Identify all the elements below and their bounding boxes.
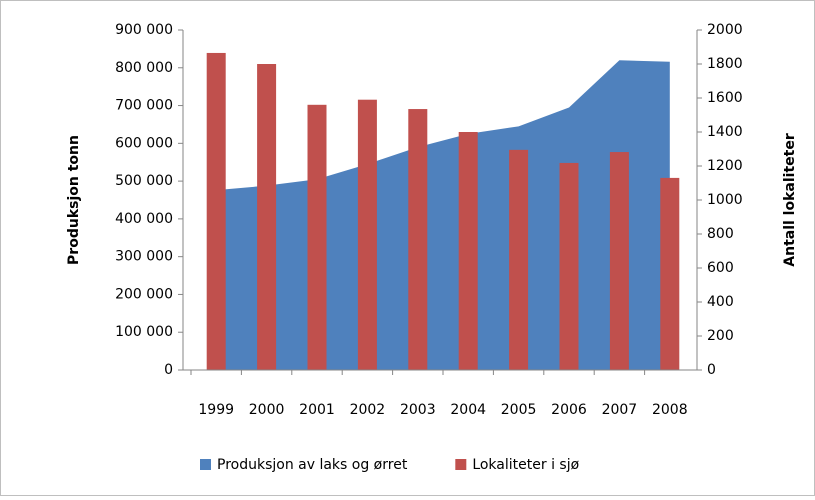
bar bbox=[257, 64, 277, 370]
x-tick-label: 2006 bbox=[551, 402, 587, 418]
y-tick-label: 0 bbox=[164, 362, 173, 378]
bar bbox=[509, 149, 529, 370]
x-tick-label: 2002 bbox=[350, 402, 386, 418]
y2-tick-label: 1600 bbox=[707, 90, 743, 106]
y2-tick-label: 400 bbox=[707, 294, 734, 310]
legend-label: Produksjon av laks og ørret bbox=[217, 457, 408, 473]
bar bbox=[307, 104, 327, 371]
y-tick-label: 300 000 bbox=[115, 249, 173, 265]
y-axis-label: Produksjon tonn bbox=[66, 135, 82, 265]
y2-tick-label: 2000 bbox=[707, 22, 743, 38]
y2-tick-label: 1800 bbox=[707, 56, 743, 72]
y2-axis-label: Antall lokaliteter bbox=[782, 133, 798, 267]
bar bbox=[559, 162, 579, 370]
x-tick-label: 2004 bbox=[450, 402, 486, 418]
bar bbox=[660, 177, 680, 370]
y2-tick-label: 1400 bbox=[707, 124, 743, 140]
y-tick-label: 100 000 bbox=[115, 324, 173, 340]
y-tick-label: 200 000 bbox=[115, 286, 173, 302]
y-tick-label: 700 000 bbox=[115, 98, 173, 114]
y-tick-label: 400 000 bbox=[115, 211, 173, 227]
y-tick-label: 500 000 bbox=[115, 173, 173, 189]
legend-swatch bbox=[200, 459, 211, 470]
legend-swatch bbox=[455, 459, 467, 470]
y2-tick-label: 800 bbox=[707, 226, 734, 242]
x-tick-label: 2001 bbox=[299, 402, 335, 418]
y2-tick-label: 1000 bbox=[707, 192, 743, 208]
legend-label: Lokaliteter i sjø bbox=[472, 457, 579, 473]
x-tick-label: 2000 bbox=[249, 402, 285, 418]
y-tick-label: 800 000 bbox=[115, 60, 173, 76]
y-tick-label: 600 000 bbox=[115, 135, 173, 151]
x-tick-label: 2003 bbox=[400, 402, 436, 418]
bar bbox=[609, 152, 629, 370]
x-tick-label: 2005 bbox=[501, 402, 537, 418]
y2-tick-label: 600 bbox=[707, 260, 734, 276]
area bbox=[216, 60, 670, 370]
x-tick-label: 1999 bbox=[198, 402, 234, 418]
y2-tick-label: 1200 bbox=[707, 158, 743, 174]
x-tick-label: 2007 bbox=[602, 402, 638, 418]
bar bbox=[357, 99, 377, 370]
bar bbox=[458, 132, 478, 370]
y2-tick-label: 200 bbox=[707, 328, 734, 344]
y-tick-label: 900 000 bbox=[115, 22, 173, 38]
bar bbox=[206, 52, 226, 370]
bar bbox=[408, 109, 428, 371]
y2-tick-label: 0 bbox=[707, 362, 716, 378]
x-tick-label: 2008 bbox=[652, 402, 688, 418]
